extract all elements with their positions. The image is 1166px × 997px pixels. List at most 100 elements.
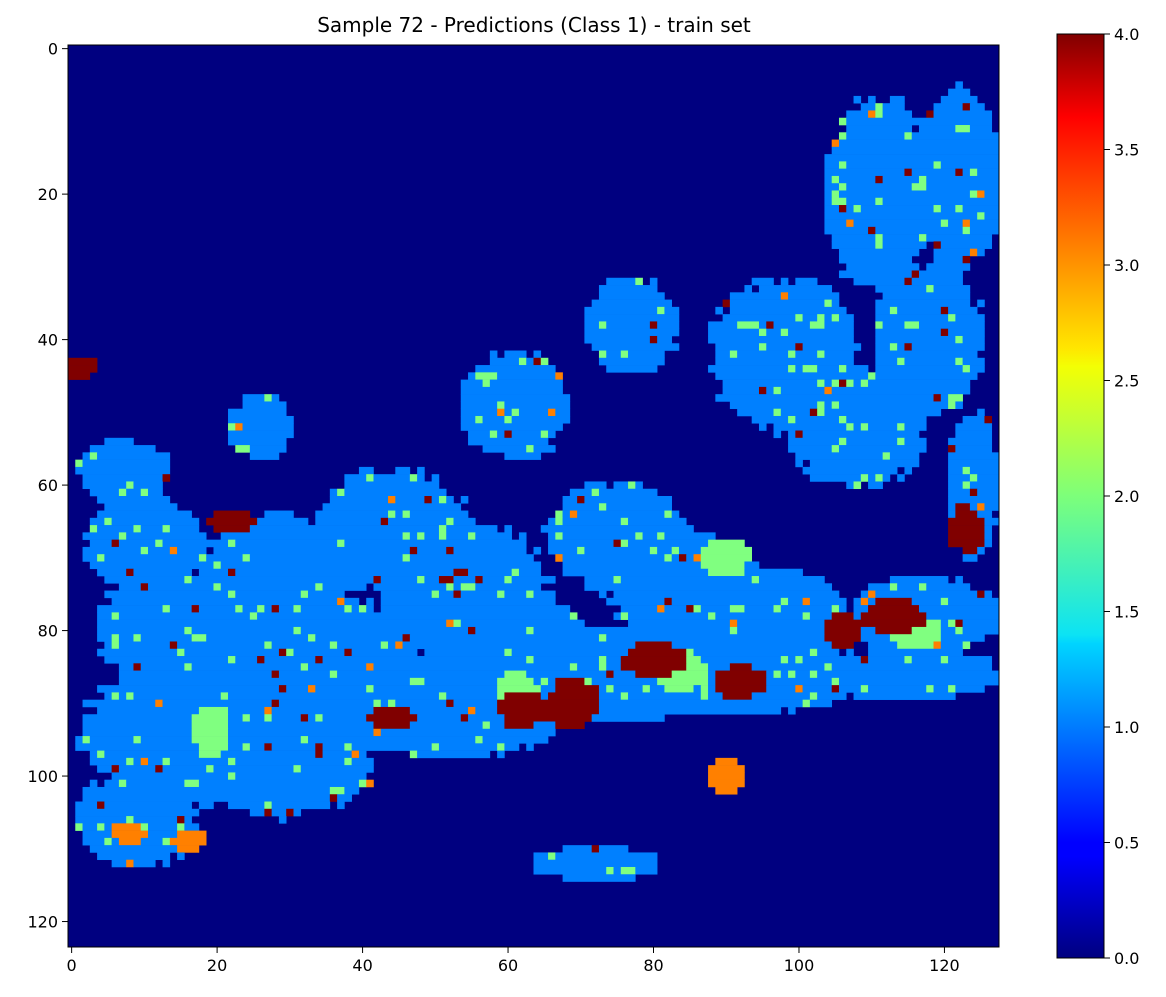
heatmap-cell	[831, 314, 840, 322]
heatmap-cell	[446, 692, 498, 700]
heatmap-cell	[824, 161, 840, 169]
heatmap-cell	[286, 685, 309, 693]
heatmap-cell	[846, 117, 993, 126]
heatmap-cell	[940, 619, 949, 628]
heatmap-cell	[598, 357, 665, 366]
heatmap-cell	[111, 772, 229, 780]
heatmap-cell	[875, 314, 949, 322]
heatmap-cell	[635, 532, 643, 540]
heatmap-cell	[424, 496, 432, 504]
heatmap-cell	[358, 779, 367, 788]
heatmap-cell	[526, 656, 534, 664]
heatmap-cell	[228, 743, 243, 751]
heatmap-cell	[831, 197, 847, 206]
heatmap-cell	[497, 699, 600, 708]
heatmap-cell	[97, 852, 171, 861]
heatmap-cell	[569, 663, 578, 671]
heatmap-cell	[809, 670, 818, 679]
heatmap-cell	[497, 743, 505, 751]
heatmap-cell	[402, 641, 636, 650]
heatmap-cell	[228, 706, 265, 715]
heatmap-cell	[969, 219, 1000, 228]
heatmap-cell	[591, 299, 672, 308]
heatmap-cell	[831, 605, 840, 613]
heatmap-cell	[431, 743, 440, 751]
heatmap-cell	[722, 692, 752, 700]
heatmap-cell	[235, 445, 251, 453]
heatmap-cell	[104, 692, 112, 700]
heatmap-cell	[438, 692, 447, 700]
heatmap-cell	[831, 386, 971, 395]
heatmap-cell	[693, 685, 702, 693]
heatmap-cell	[591, 343, 680, 351]
heatmap-cell	[817, 401, 825, 410]
heatmap-cell	[606, 350, 622, 359]
heatmap-cell	[97, 685, 280, 693]
heatmap-cell	[715, 685, 767, 693]
heatmap-cell	[628, 619, 731, 628]
heatmap-cell	[446, 517, 454, 526]
heatmap-cell	[831, 190, 840, 199]
heatmap-cell	[497, 408, 505, 417]
heatmap-cell	[308, 685, 316, 693]
heatmap-cell	[860, 205, 934, 213]
heatmap-cell	[948, 517, 985, 526]
heatmap-cell	[729, 605, 745, 613]
heatmap-cell	[948, 219, 963, 228]
heatmap-cell	[337, 597, 345, 606]
colorbar-tick-label: 1.0	[1114, 718, 1139, 737]
heatmap-cell	[278, 648, 287, 657]
heatmap-cell	[744, 285, 752, 293]
heatmap-cell	[569, 488, 592, 497]
heatmap-cell	[460, 394, 571, 402]
heatmap-cell	[795, 670, 811, 679]
heatmap-cell	[308, 736, 476, 744]
heatmap-cell	[475, 365, 556, 373]
heatmap-cell	[824, 299, 833, 308]
heatmap-cell	[329, 488, 338, 497]
heatmap-cell	[664, 306, 680, 315]
heatmap-cell	[831, 641, 854, 650]
heatmap-cell	[278, 685, 287, 693]
heatmap-cell	[868, 379, 971, 388]
heatmap-cell	[562, 554, 665, 562]
heatmap-cell	[889, 576, 949, 584]
heatmap-cell	[373, 474, 411, 482]
heatmap-cell	[802, 314, 818, 322]
heatmap-cell	[926, 175, 1000, 184]
heatmap-cell	[82, 823, 98, 831]
heatmap-cell	[606, 321, 651, 329]
heatmap-cell	[598, 285, 658, 293]
heatmap-cell	[962, 415, 985, 424]
heatmap-cell	[424, 576, 440, 584]
heatmap-cell	[933, 110, 993, 119]
heatmap-cell	[504, 743, 520, 751]
heatmap-cell	[831, 663, 993, 671]
heatmap-cell	[795, 350, 818, 359]
heatmap-cell	[868, 656, 905, 664]
heatmap-cell	[533, 852, 549, 861]
heatmap-cell	[300, 663, 309, 671]
heatmap-cell	[758, 423, 767, 431]
heatmap-cell	[402, 532, 411, 540]
heatmap-cell	[75, 743, 200, 751]
heatmap-cell	[344, 605, 352, 613]
y-axis: 0 20 40 60 80 100 120	[27, 40, 68, 932]
heatmap-cell	[133, 692, 222, 700]
y-tick-label: 20	[38, 185, 58, 204]
heatmap-cell	[708, 568, 745, 577]
heatmap-cell	[220, 692, 229, 700]
y-tick-label: 60	[38, 476, 58, 495]
heatmap-cell	[758, 576, 825, 584]
heatmap-cell	[540, 677, 549, 686]
heatmap-cell	[228, 568, 236, 577]
heatmap-cell	[591, 714, 665, 722]
heatmap-cell	[773, 321, 811, 329]
heatmap-cell	[104, 576, 185, 584]
heatmap-cell	[264, 808, 272, 817]
heatmap-cell	[198, 779, 360, 788]
heatmap-cell	[613, 670, 636, 679]
heatmap-cell	[831, 445, 840, 453]
heatmap-cell	[235, 772, 367, 780]
heatmap-cell	[468, 626, 476, 635]
